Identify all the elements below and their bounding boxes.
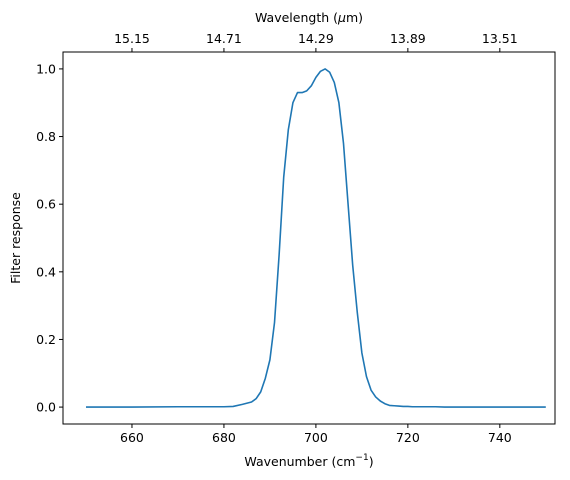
x-axis-title-main: Wavenumber (cm [244, 454, 355, 469]
x-tick-label: 660 [120, 430, 144, 445]
x-axis-title: Wavenumber (cm−1) [244, 453, 373, 469]
top-tick-label: 14.29 [298, 31, 334, 46]
top-tick-label: 13.51 [482, 31, 518, 46]
y-tick-label: 0.2 [36, 332, 56, 347]
top-axis-title-mu: μ [337, 10, 346, 25]
top-axis-title-pre: Wavelength ( [255, 10, 338, 25]
top-tick-label: 14.71 [206, 31, 242, 46]
x-tick-label: 680 [212, 430, 236, 445]
top-tick-label: 15.15 [114, 31, 150, 46]
filter-response-line [85, 68, 546, 408]
x-tick-label: 720 [396, 430, 420, 445]
x-axis-title-close: ) [369, 454, 374, 469]
y-tick-label: 1.0 [36, 61, 56, 76]
y-tick-label: 0.0 [36, 400, 56, 415]
top-axis-title-post: m) [346, 10, 363, 25]
y-tick-label: 0.6 [36, 197, 56, 212]
x-tick-label: 700 [304, 430, 328, 445]
plot-frame [62, 51, 556, 425]
y-tick-label: 0.8 [36, 129, 56, 144]
x-tick-label: 740 [488, 430, 512, 445]
tick-group: 660 680 700 720 740 15.15 14.71 14.29 13.89 13.51… [36, 31, 518, 445]
top-axis-title: Wavelength (μm) [255, 10, 363, 25]
top-tick-label: 13.89 [390, 31, 426, 46]
y-axis-title: Filter response [8, 192, 23, 284]
x-axis-title-sup: −1 [355, 453, 368, 463]
y-tick-label: 0.4 [36, 264, 56, 279]
